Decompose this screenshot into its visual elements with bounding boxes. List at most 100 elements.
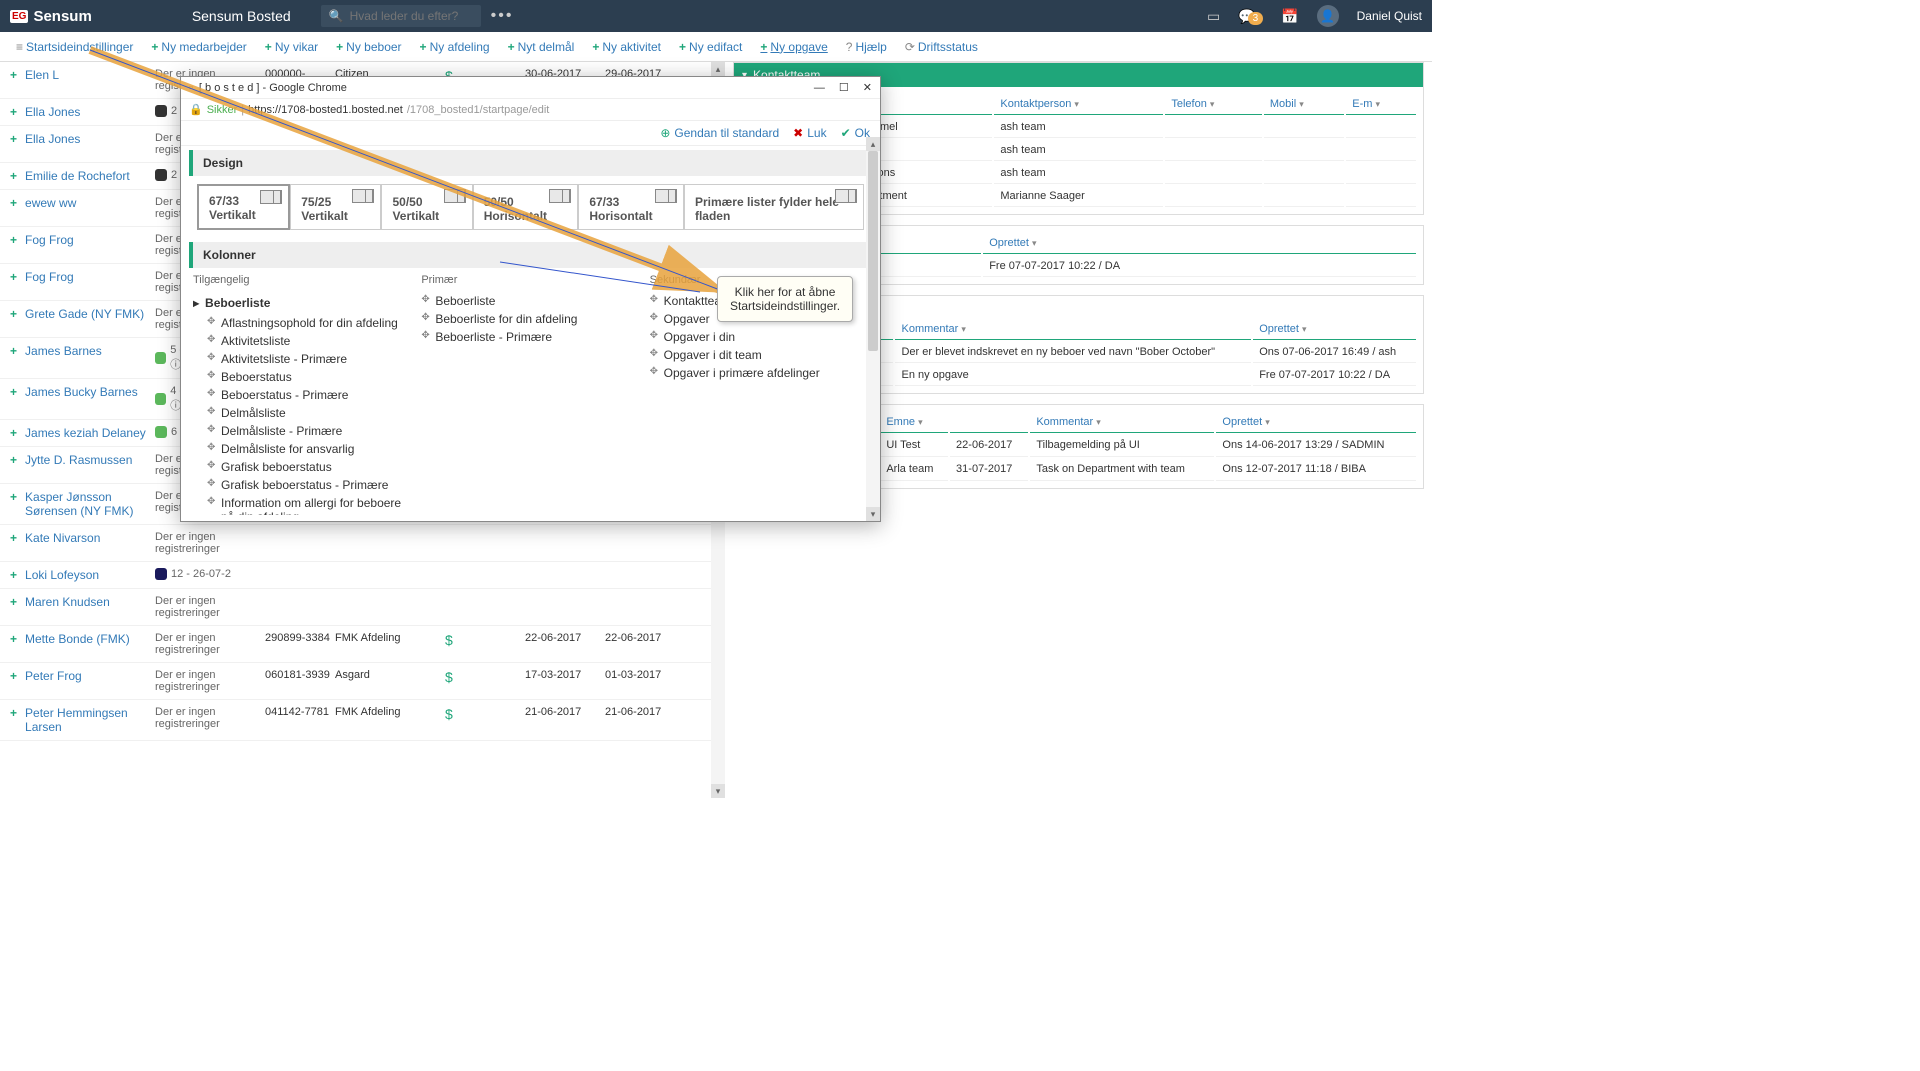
- add-icon[interactable]: +: [10, 132, 17, 146]
- list-item[interactable]: Beboerliste for din afdeling: [421, 310, 639, 328]
- col-header[interactable]: Oprettet ▾: [983, 233, 1416, 254]
- col-header[interactable]: Kontaktperson ▾: [994, 94, 1163, 115]
- design-option[interactable]: 75/25 Vertikalt: [290, 184, 381, 230]
- add-icon[interactable]: +: [10, 669, 17, 683]
- toolbar-ny-opgave[interactable]: +Ny opgave: [752, 36, 835, 58]
- add-icon[interactable]: +: [10, 568, 17, 582]
- add-icon[interactable]: +: [10, 196, 17, 210]
- beboer-name[interactable]: Grete Gade (NY FMK): [25, 307, 155, 321]
- dollar-icon[interactable]: $: [445, 706, 525, 722]
- dollar-icon[interactable]: $: [445, 669, 525, 685]
- beboer-name[interactable]: Peter Hemmingsen Larsen: [25, 706, 155, 734]
- avail-group[interactable]: Beboerliste: [193, 292, 411, 314]
- toolbar-startsideindstillinger[interactable]: ≡Startsideindstillinger: [8, 36, 141, 58]
- minimize-icon[interactable]: —: [814, 82, 825, 94]
- avatar[interactable]: 👤: [1317, 5, 1339, 27]
- design-option[interactable]: 67/33 Vertikalt: [197, 184, 290, 230]
- popup-titlebar[interactable]: ▫ [ b o s t e d ] - Google Chrome — ☐ ✕: [181, 77, 880, 99]
- scroll-down[interactable]: ▾: [711, 784, 725, 798]
- add-icon[interactable]: +: [10, 453, 17, 467]
- col-header[interactable]: E-m ▾: [1346, 94, 1416, 115]
- more-icon[interactable]: •••: [491, 7, 514, 25]
- beboer-name[interactable]: James Bucky Barnes: [25, 385, 155, 399]
- reset-button[interactable]: ⊕Gendan til standard: [660, 126, 779, 140]
- design-option[interactable]: Primære lister fylder hele fladen: [684, 184, 864, 230]
- add-icon[interactable]: +: [10, 595, 17, 609]
- add-icon[interactable]: +: [10, 706, 17, 720]
- list-item[interactable]: Aflastningsophold for din afdeling: [207, 314, 411, 332]
- scroll-up[interactable]: ▴: [866, 137, 880, 151]
- list-item[interactable]: Opgaver i din: [650, 328, 868, 346]
- design-option[interactable]: 67/33 Horisontalt: [578, 184, 684, 230]
- add-icon[interactable]: +: [10, 233, 17, 247]
- beboer-name[interactable]: Peter Frog: [25, 669, 155, 683]
- add-icon[interactable]: +: [10, 426, 17, 440]
- toolbar-ny-edifact[interactable]: +Ny edifact: [671, 36, 750, 58]
- popup-scrollbar[interactable]: ▴▾: [866, 137, 880, 521]
- beboer-row[interactable]: +Peter Hemmingsen LarsenDer er ingen reg…: [0, 700, 725, 741]
- add-icon[interactable]: +: [10, 531, 17, 545]
- scroll-thumb[interactable]: [868, 151, 878, 351]
- beboer-name[interactable]: Loki Lofeyson: [25, 568, 155, 582]
- toolbar-hjælp[interactable]: ?Hjælp: [838, 36, 895, 58]
- toolbar-ny-aktivitet[interactable]: +Ny aktivitet: [584, 36, 669, 58]
- close-button[interactable]: ✖Luk: [793, 126, 826, 140]
- list-item[interactable]: Information om allergi for beboere på di…: [207, 494, 411, 515]
- calendar-icon[interactable]: 📅: [1281, 8, 1298, 25]
- add-icon[interactable]: +: [10, 307, 17, 321]
- list-item[interactable]: Beboerstatus: [207, 368, 411, 386]
- add-icon[interactable]: +: [10, 385, 17, 399]
- beboer-name[interactable]: Maren Knudsen: [25, 595, 155, 609]
- list-item[interactable]: Delmålsliste - Primære: [207, 422, 411, 440]
- col-header[interactable]: Telefon ▾: [1165, 94, 1262, 115]
- beboer-name[interactable]: Kate Nivarson: [25, 531, 155, 545]
- col-header[interactable]: Emne ▾: [880, 412, 948, 433]
- col-header[interactable]: Kommentar ▾: [895, 319, 1251, 340]
- add-icon[interactable]: +: [10, 105, 17, 119]
- beboer-name[interactable]: Fog Frog: [25, 233, 155, 247]
- add-icon[interactable]: +: [10, 270, 17, 284]
- beboer-name[interactable]: Ella Jones: [25, 105, 155, 119]
- beboer-name[interactable]: Ella Jones: [25, 132, 155, 146]
- user-name[interactable]: Daniel Quist: [1357, 9, 1422, 23]
- beboer-name[interactable]: Emilie de Rochefort: [25, 169, 155, 183]
- beboer-row[interactable]: +Mette Bonde (FMK)Der er ingen registrer…: [0, 626, 725, 663]
- beboer-name[interactable]: Kasper Jønsson Sørensen (NY FMK): [25, 490, 155, 518]
- col-header[interactable]: [950, 412, 1028, 433]
- toolbar-nyt-delmål[interactable]: +Nyt delmål: [500, 36, 583, 58]
- design-option[interactable]: 50/50 Vertikalt: [381, 184, 472, 230]
- close-icon[interactable]: ✕: [863, 81, 872, 94]
- beboer-name[interactable]: Elen L: [25, 68, 155, 82]
- add-icon[interactable]: +: [10, 68, 17, 82]
- beboer-row[interactable]: +Loki Lofeyson12 - 26-07-2: [0, 562, 725, 589]
- list-item[interactable]: Opgaver i primære afdelinger: [650, 364, 868, 382]
- list-item[interactable]: Delmålsliste for ansvarlig: [207, 440, 411, 458]
- list-item[interactable]: Beboerliste: [421, 292, 639, 310]
- toolbar-ny-beboer[interactable]: +Ny beboer: [328, 36, 409, 58]
- list-item[interactable]: Grafisk beboerstatus: [207, 458, 411, 476]
- add-icon[interactable]: +: [10, 344, 17, 358]
- list-item[interactable]: Aktivitetsliste: [207, 332, 411, 350]
- col-header[interactable]: Kommentar ▾: [1030, 412, 1214, 433]
- toolbar-ny-vikar[interactable]: +Ny vikar: [257, 36, 326, 58]
- list-item[interactable]: Beboerliste - Primære: [421, 328, 639, 346]
- list-item[interactable]: Beboerstatus - Primære: [207, 386, 411, 404]
- beboer-name[interactable]: Jytte D. Rasmussen: [25, 453, 155, 467]
- list-item[interactable]: Aktivitetsliste - Primære: [207, 350, 411, 368]
- dollar-icon[interactable]: $: [445, 632, 525, 648]
- toolbar-ny-afdeling[interactable]: +Ny afdeling: [412, 36, 498, 58]
- list-item[interactable]: Grafisk beboerstatus - Primære: [207, 476, 411, 494]
- search-box[interactable]: 🔍: [321, 5, 481, 27]
- beboer-name[interactable]: James keziah Delaney: [25, 426, 155, 440]
- document-icon[interactable]: ▭: [1207, 8, 1220, 25]
- beboer-row[interactable]: +Peter FrogDer er ingen registreringer06…: [0, 663, 725, 700]
- list-item[interactable]: Opgaver i dit team: [650, 346, 868, 364]
- scroll-down[interactable]: ▾: [866, 507, 880, 521]
- maximize-icon[interactable]: ☐: [839, 81, 849, 94]
- toolbar-ny-medarbejder[interactable]: +Ny medarbejder: [143, 36, 254, 58]
- list-item[interactable]: Delmålsliste: [207, 404, 411, 422]
- add-icon[interactable]: +: [10, 632, 17, 646]
- beboer-row[interactable]: +Kate NivarsonDer er ingen registreringe…: [0, 525, 725, 562]
- beboer-name[interactable]: Fog Frog: [25, 270, 155, 284]
- scroll-up[interactable]: ▴: [711, 62, 725, 76]
